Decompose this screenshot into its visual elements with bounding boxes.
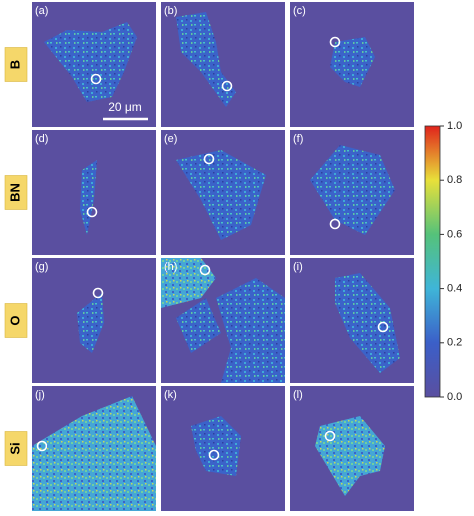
colorbar-tick-label: 0.2 xyxy=(447,337,462,349)
panel-label: (h) xyxy=(164,261,177,273)
marker-circle xyxy=(329,36,341,48)
flake xyxy=(80,160,97,235)
map-panel: (f) xyxy=(290,130,414,255)
panel-label: (k) xyxy=(164,389,177,401)
marker-circle xyxy=(329,218,341,230)
flake xyxy=(77,293,104,353)
panel-label: (c) xyxy=(293,5,306,17)
row-label: BN xyxy=(7,183,22,202)
panel-label: (l) xyxy=(293,389,303,401)
row-label: B xyxy=(7,60,22,69)
map-panel: (g) xyxy=(32,258,156,383)
flake xyxy=(335,273,400,373)
marker-circle xyxy=(86,206,98,218)
marker-circle xyxy=(221,80,233,92)
map-panel: (d) xyxy=(32,130,156,255)
row-label-box xyxy=(4,431,28,466)
colorbar-gradient xyxy=(424,125,441,398)
marker-circle xyxy=(203,153,215,165)
marker-circle xyxy=(377,321,389,333)
row-label: O xyxy=(7,315,22,325)
map-panel: (h) xyxy=(161,258,285,383)
marker-circle xyxy=(90,73,102,85)
flake xyxy=(176,150,266,240)
flake xyxy=(161,258,216,308)
panel-label: (d) xyxy=(35,133,48,145)
marker-circle xyxy=(324,430,336,442)
marker-circle xyxy=(36,440,48,452)
map-panel: (l) xyxy=(290,386,414,511)
panel-label: (j) xyxy=(35,389,45,401)
map-panel: (c) xyxy=(290,2,414,127)
marker-circle xyxy=(199,264,211,276)
row-label-box xyxy=(4,303,28,338)
flake xyxy=(176,298,221,353)
map-panel: (a) xyxy=(32,2,156,127)
row-label: Si xyxy=(7,442,22,454)
colorbar-tick-label: 0.8 xyxy=(447,174,462,186)
panel-label: (g) xyxy=(35,261,48,273)
marker-circle xyxy=(92,287,104,299)
colorbar-tick-label: 0.6 xyxy=(447,228,462,240)
map-panel: (b) xyxy=(161,2,285,127)
flake xyxy=(310,145,395,235)
map-panel: (k) xyxy=(161,386,285,511)
panel-label: (b) xyxy=(164,5,177,17)
flake xyxy=(32,396,156,511)
flake xyxy=(216,278,285,383)
flake xyxy=(176,12,236,107)
panel-label: (e) xyxy=(164,133,177,145)
marker-circle xyxy=(208,449,220,461)
panel-grid: (a) (b) (c) (d) (e) (f) (g) (h) (i) (j) (k) (l) 20 μ… xyxy=(32,2,414,511)
map-panel: (j) xyxy=(32,386,156,511)
map-panel: (e) xyxy=(161,130,285,255)
row-label-box xyxy=(4,175,28,210)
flake xyxy=(44,22,137,102)
panel-label: (i) xyxy=(293,261,303,273)
colorbar: 0.0 0.2 0.4 0.6 0.8 1.0 xyxy=(424,120,462,403)
colorbar-tick-label: 1.0 xyxy=(447,120,462,132)
flake xyxy=(330,37,375,87)
scale-bar-label: 20 μm xyxy=(108,100,142,114)
map-panel: (i) xyxy=(290,258,414,383)
colorbar-tick-label: 0.0 xyxy=(447,391,462,403)
panel-label: (f) xyxy=(293,133,303,145)
row-labels: B BN O Si xyxy=(4,47,28,466)
row-label-box xyxy=(4,47,28,82)
flake xyxy=(191,416,241,476)
panel-label: (a) xyxy=(35,5,48,17)
colorbar-tick-label: 0.4 xyxy=(447,283,462,295)
flake xyxy=(315,416,385,496)
